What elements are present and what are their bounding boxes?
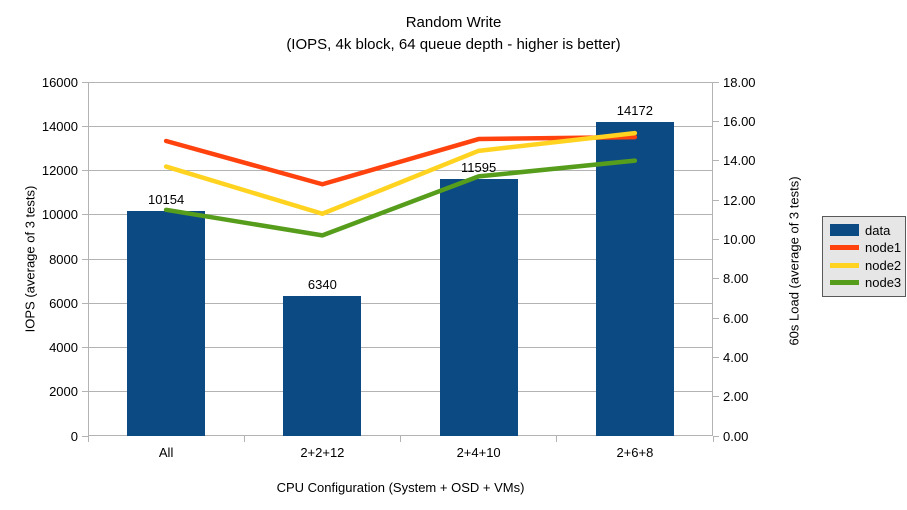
left-axis-tick: [82, 391, 88, 393]
x-axis-category-label: 2+4+10: [456, 445, 501, 460]
x-axis-tick: [556, 436, 558, 442]
legend-item-node1: node1: [830, 239, 905, 257]
bar-2+6+8: [595, 122, 674, 436]
right-axis-title: 60s Load (average of 3 tests): [786, 176, 802, 346]
bar-2+2+12: [283, 295, 362, 436]
right-axis-tick: [713, 120, 719, 122]
right-axis-tick: [713, 278, 719, 280]
line-series-layer: [163, 130, 638, 238]
right-axis-tick: [713, 160, 719, 162]
left-axis-tick-label: 6000: [49, 295, 78, 311]
left-axis-tick-label: 4000: [49, 340, 78, 355]
left-axis-tick-label: 12000: [41, 163, 78, 178]
right-axis-tick: [713, 81, 719, 83]
node3-swatch-icon: [830, 280, 859, 286]
title-block: Random Write (IOPS, 4k block, 64 queue d…: [0, 12, 907, 56]
line-node3: [163, 158, 638, 238]
right-axis-tick: [713, 396, 719, 398]
right-axis-tick-label: 4.00: [723, 349, 749, 365]
left-axis-tick: [82, 125, 88, 127]
x-axis-category-label: 2+2+12: [300, 445, 345, 460]
right-axis-tick-label: 6.00: [723, 310, 749, 326]
gridline: [88, 214, 713, 216]
left-axis-tick-label: 14000: [41, 118, 78, 134]
left-axis-tick: [82, 258, 88, 260]
right-axis-tick-label: 16.00: [723, 113, 756, 129]
left-axis-tick-label: 8000: [49, 251, 78, 267]
right-axis-tick-label: 8.00: [723, 271, 749, 287]
legend-label: node2: [865, 257, 902, 273]
gridline: [88, 391, 713, 393]
right-axis-tick: [713, 199, 719, 201]
bar-2+4+10: [439, 179, 518, 436]
x-axis-title: CPU Configuration (System + OSD + VMs): [276, 480, 525, 495]
right-axis-tick-label: 2.00: [723, 389, 749, 405]
node2-swatch-icon: [830, 262, 859, 268]
x-axis-tick: [400, 436, 401, 442]
left-axis-tick: [82, 347, 88, 348]
x-axis-tick: [712, 436, 714, 442]
chart-subtitle: (IOPS, 4k block, 64 queue depth - higher…: [286, 36, 621, 53]
chart-title: Random Write: [405, 14, 502, 31]
left-axis-tick: [82, 81, 88, 83]
gridline: [88, 258, 713, 260]
gridline: [88, 302, 713, 304]
right-axis-tick: [713, 356, 719, 358]
left-axis-tick: [82, 170, 88, 171]
right-axis-tick: [713, 435, 719, 437]
left-axis-tick-label: 0: [70, 428, 78, 444]
bar-value-label: 6340: [307, 276, 337, 292]
right-axis-tick-label: 18.00: [723, 74, 756, 90]
x-axis-category-label: 2+6+8: [616, 445, 654, 460]
legend-label: node3: [865, 275, 902, 291]
gridline: [88, 125, 713, 127]
left-axis-tick-label: 16000: [41, 74, 78, 90]
right-axis-tick: [713, 238, 719, 240]
bar-value-label: 10154: [148, 192, 185, 208]
gridline: [88, 170, 713, 171]
right-axis-tick-label: 12.00: [723, 192, 756, 208]
left-axis-tick-label: 2000: [49, 384, 78, 400]
line-node1: [163, 134, 638, 187]
legend-label: node1: [865, 240, 902, 256]
bar-value-label: 11595: [461, 160, 497, 176]
left-axis-tick: [82, 435, 88, 437]
legend-item-node3: node3: [830, 274, 905, 292]
legend: data node1 node2 node3: [822, 216, 906, 297]
x-axis-tick: [87, 436, 89, 442]
right-axis-tick-label: 14.00: [723, 153, 756, 169]
right-axis-tick-label: 0.00: [723, 428, 749, 444]
left-axis-tick: [82, 302, 88, 304]
gridline: [88, 347, 713, 348]
node1-swatch-icon: [830, 245, 859, 251]
left-axis-tick-label: 10000: [41, 207, 78, 223]
x-axis-category-label: All: [158, 445, 174, 460]
bar-value-label: 14172: [616, 103, 653, 119]
legend-label: data: [865, 222, 891, 238]
bar-All: [127, 211, 206, 436]
line-node2: [163, 130, 638, 217]
legend-item-data: data: [830, 222, 905, 240]
right-axis-tick-label: 10.00: [723, 231, 756, 247]
x-axis-tick: [243, 436, 245, 442]
left-axis-tick: [82, 214, 88, 216]
legend-item-node2: node2: [830, 257, 905, 275]
right-axis-tick: [713, 317, 719, 319]
data-swatch-icon: [830, 224, 859, 237]
